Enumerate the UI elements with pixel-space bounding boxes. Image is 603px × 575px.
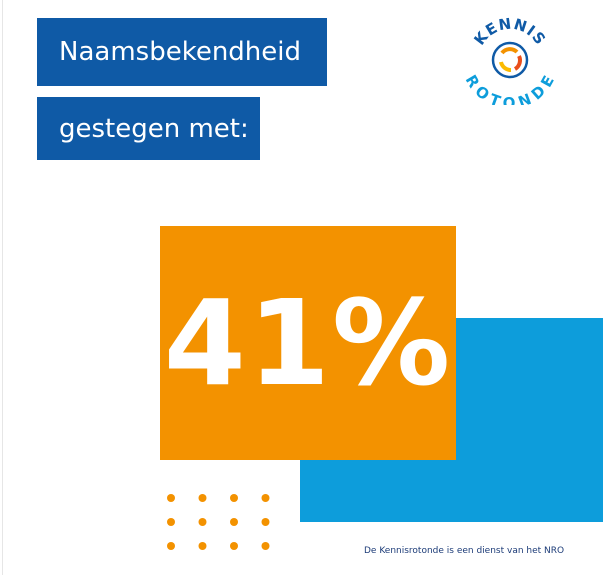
dot-grid — [167, 494, 270, 550]
edge-line — [2, 0, 3, 575]
big-figure: 41% — [163, 274, 453, 412]
logo-arrow — [513, 55, 522, 71]
dot — [198, 542, 207, 550]
dot — [261, 542, 270, 550]
headline-line2: gestegen met: — [37, 97, 260, 160]
logo-arrow — [500, 47, 519, 55]
logo-arrow — [499, 61, 512, 72]
dot — [167, 518, 175, 526]
dot — [261, 518, 270, 526]
dot — [167, 542, 175, 550]
logo: KENNIS ROTONDE — [465, 15, 555, 105]
dot — [198, 494, 207, 502]
dot — [261, 494, 270, 502]
dot — [230, 494, 238, 502]
dot — [230, 518, 238, 526]
orange-block: 41% — [160, 226, 456, 460]
dot — [230, 542, 238, 550]
dot — [198, 518, 207, 526]
headline-line1: Naamsbekendheid — [37, 18, 327, 86]
dot — [167, 494, 175, 502]
footer-note: De Kennisrotonde is een dienst van het N… — [364, 546, 565, 556]
